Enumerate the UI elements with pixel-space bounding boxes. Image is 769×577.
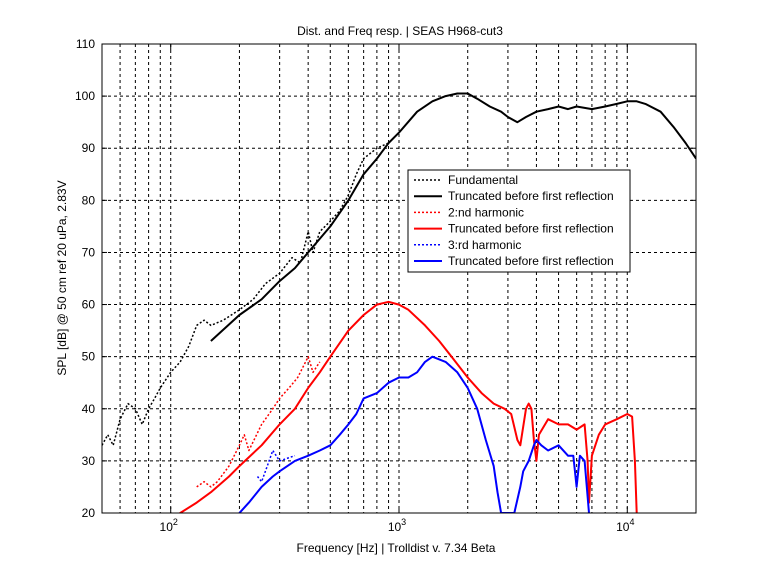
series-line-4 <box>256 449 296 483</box>
series-line-5 <box>238 355 590 513</box>
y-tick-label: 90 <box>82 141 96 155</box>
x-tick-label: 104 <box>616 517 634 534</box>
x-tick-base: 10 <box>160 520 174 534</box>
y-tick-label: 50 <box>82 350 96 364</box>
legend-label-2: 2:nd harmonic <box>448 205 524 219</box>
x-tick-base: 10 <box>616 520 630 534</box>
legend-label-5: Truncated before first reflection <box>448 254 614 268</box>
legend: Fundamental Truncated before first reflec… <box>407 169 631 273</box>
y-axis-label: SPL [dB] @ 50 cm ref 20 uPa, 2.83V <box>55 180 69 375</box>
y-tick-label: 100 <box>75 89 95 103</box>
x-tick-exponent: 3 <box>401 517 406 527</box>
legend-label-0: Fundamental <box>448 173 518 187</box>
x-tick-exponent: 4 <box>629 517 634 527</box>
chart-title: Dist. and Freq resp. | SEAS H968-cut3 <box>297 24 503 38</box>
x-tick-label: 103 <box>388 517 406 534</box>
legend-label-1: Truncated before first reflection <box>448 189 614 203</box>
y-tick-label: 80 <box>82 193 96 207</box>
y-tick-label: 70 <box>82 245 96 259</box>
series-group <box>102 92 696 513</box>
y-tick-label: 60 <box>82 298 96 312</box>
x-tick-exponent: 2 <box>173 517 178 527</box>
x-tick-base: 10 <box>388 520 402 534</box>
legend-label-3: Truncated before first reflection <box>448 222 614 236</box>
legend-box <box>407 169 631 273</box>
y-tick-labels: 20 30 40 50 60 70 80 90 100 110 <box>75 37 696 520</box>
x-tick-label: 102 <box>160 517 178 534</box>
series-line-2 <box>196 355 321 488</box>
x-axis-label: Frequency [Hz] | Trolldist v. 7.34 Beta <box>297 541 496 555</box>
y-tick-label: 40 <box>82 402 96 416</box>
y-tick-label: 110 <box>76 37 95 51</box>
legend-label-4: 3:rd harmonic <box>448 238 521 252</box>
y-tick-label: 20 <box>82 506 96 520</box>
y-tick-label: 30 <box>82 454 96 468</box>
series-line-1 <box>210 92 696 342</box>
x-tick-labels: 102 103 104 <box>160 44 634 534</box>
